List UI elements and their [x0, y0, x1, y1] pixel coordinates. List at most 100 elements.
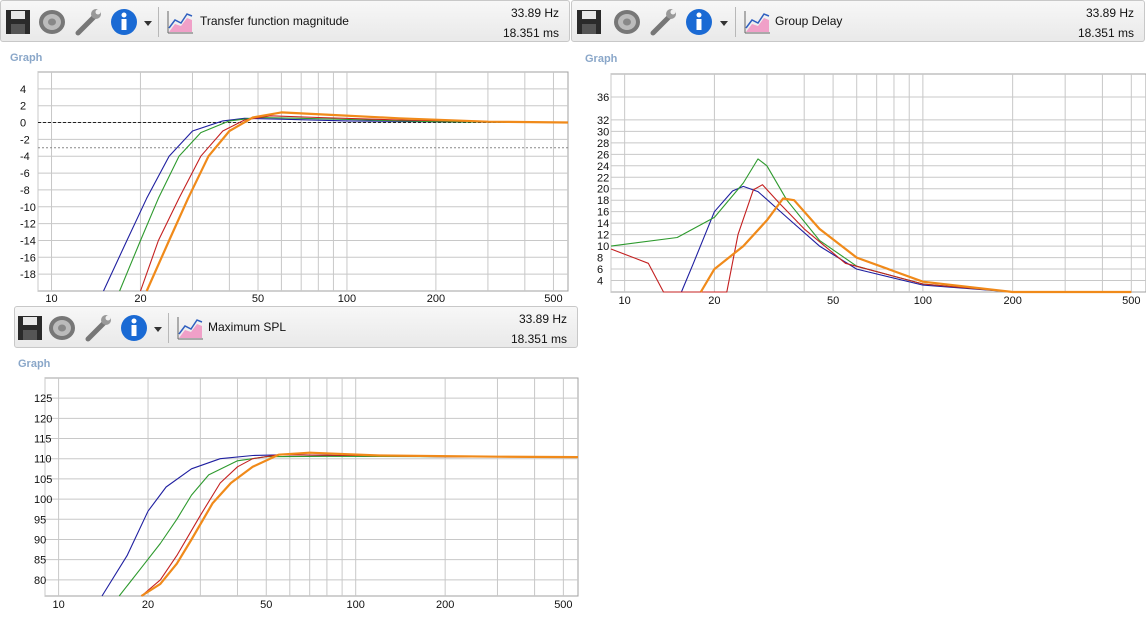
max-spl-chart[interactable]: 125 120 115 110 105 100 95 90 85 80 10 20 50 100 200 50…	[0, 376, 580, 618]
speaker-icon[interactable]	[37, 6, 67, 38]
panel-title: Transfer function magnitude	[200, 14, 349, 28]
y-tick-label: 115	[34, 434, 52, 446]
toolbar-separator	[168, 313, 169, 343]
y-tick-label: 120	[34, 413, 52, 425]
graph-label: Graph	[18, 358, 51, 370]
series-line-green	[118, 455, 579, 597]
y-tick-label: -8	[20, 185, 30, 197]
y-tick-label: 30	[597, 126, 609, 138]
x-tick-label: 20	[708, 295, 720, 307]
info-icon[interactable]	[684, 6, 714, 38]
group-delay-toolbar: Group Delay 33.89 Hz 18.351 ms	[571, 0, 1145, 42]
y-tick-label: -10	[20, 202, 36, 214]
x-tick-label: 20	[142, 599, 154, 611]
cursor-time: 18.351 ms	[1077, 26, 1134, 40]
panel-title: Maximum SPL	[208, 320, 287, 334]
x-tick-label: 200	[436, 599, 454, 611]
y-tick-label: 80	[34, 575, 46, 587]
y-tick-label: 26	[597, 149, 609, 161]
x-tick-label: 10	[45, 293, 57, 305]
chart-icon	[742, 6, 772, 38]
series-line-orange	[145, 111, 569, 292]
y-tick-label: 2	[20, 101, 26, 113]
y-tick-label: 110	[34, 454, 52, 466]
y-tick-label: 18	[597, 195, 609, 207]
y-tick-label: 32	[597, 115, 609, 127]
series-line-orange	[140, 451, 579, 597]
transfer-panel: Transfer function magnitude 33.89 Hz 18.…	[0, 0, 570, 308]
transfer-toolbar: Transfer function magnitude 33.89 Hz 18.…	[0, 0, 570, 42]
y-tick-label: 100	[34, 494, 52, 506]
wrench-icon[interactable]	[648, 6, 678, 38]
x-tick-label: 500	[544, 293, 562, 305]
y-tick-label: 8	[597, 253, 603, 265]
y-tick-label: 4	[597, 276, 603, 288]
save-icon[interactable]	[15, 312, 45, 344]
y-tick-label: 125	[34, 393, 52, 405]
series-line-red	[139, 115, 554, 292]
y-tick-label: 85	[34, 555, 46, 567]
series-line-orange	[699, 197, 1132, 294]
y-tick-label: 6	[597, 264, 603, 276]
x-tick-label: 200	[427, 293, 445, 305]
series-line-blue	[680, 185, 1132, 293]
y-tick-label: -4	[20, 151, 30, 163]
graph-label: Graph	[10, 52, 43, 64]
y-tick-label: 24	[597, 161, 609, 173]
save-icon[interactable]	[574, 6, 604, 38]
max-spl-toolbar: Maximum SPL 33.89 Hz 18.351 ms	[14, 306, 578, 348]
x-tick-label: 50	[252, 293, 264, 305]
speaker-icon[interactable]	[612, 6, 642, 38]
y-tick-label: 0	[20, 118, 26, 130]
toolbar-separator	[735, 7, 736, 37]
y-tick-label: -2	[20, 134, 30, 146]
y-tick-label: 22	[597, 172, 609, 184]
y-tick-label: -6	[20, 168, 30, 180]
dropdown-icon[interactable]	[141, 6, 155, 38]
y-tick-label: 10	[597, 241, 609, 253]
max-spl-panel: Maximum SPL 33.89 Hz 18.351 ms Graph 125…	[0, 306, 580, 618]
cursor-time: 18.351 ms	[502, 26, 559, 40]
x-tick-label: 50	[827, 295, 839, 307]
cursor-frequency: 33.89 Hz	[518, 312, 567, 326]
x-tick-label: 100	[914, 295, 932, 307]
x-tick-label: 50	[260, 599, 272, 611]
series-line-red	[610, 184, 1132, 293]
y-tick-label: -16	[20, 252, 36, 264]
graph-label: Graph	[585, 53, 618, 65]
y-tick-label: 90	[34, 534, 46, 546]
dropdown-icon[interactable]	[717, 6, 731, 38]
speaker-icon[interactable]	[47, 312, 77, 344]
cursor-time: 18.351 ms	[510, 332, 567, 346]
wrench-icon[interactable]	[83, 312, 113, 344]
toolbar-separator	[158, 7, 159, 37]
dropdown-icon[interactable]	[151, 312, 165, 344]
y-tick-label: 105	[34, 474, 52, 486]
y-tick-label: -18	[20, 269, 36, 281]
y-tick-label: -12	[20, 219, 36, 231]
x-tick-label: 10	[619, 295, 631, 307]
x-tick-label: 500	[1122, 295, 1140, 307]
chart-icon	[165, 6, 195, 38]
wrench-icon[interactable]	[73, 6, 103, 38]
info-icon[interactable]	[119, 312, 149, 344]
info-icon[interactable]	[109, 6, 139, 38]
y-tick-label: -14	[20, 235, 36, 247]
panel-title: Group Delay	[775, 14, 843, 28]
x-tick-label: 500	[554, 599, 572, 611]
y-tick-label: 16	[597, 207, 609, 219]
y-tick-label: 95	[34, 514, 46, 526]
y-tick-label: 20	[597, 184, 609, 196]
save-icon[interactable]	[3, 6, 33, 38]
y-tick-label: 14	[597, 218, 609, 230]
x-tick-label: 200	[1003, 295, 1021, 307]
cursor-frequency: 33.89 Hz	[1085, 6, 1134, 20]
y-tick-label: 36	[597, 92, 609, 104]
x-tick-label: 20	[134, 293, 146, 305]
x-tick-label: 100	[338, 293, 356, 305]
x-tick-label: 10	[52, 599, 64, 611]
y-tick-label: 4	[20, 84, 26, 96]
